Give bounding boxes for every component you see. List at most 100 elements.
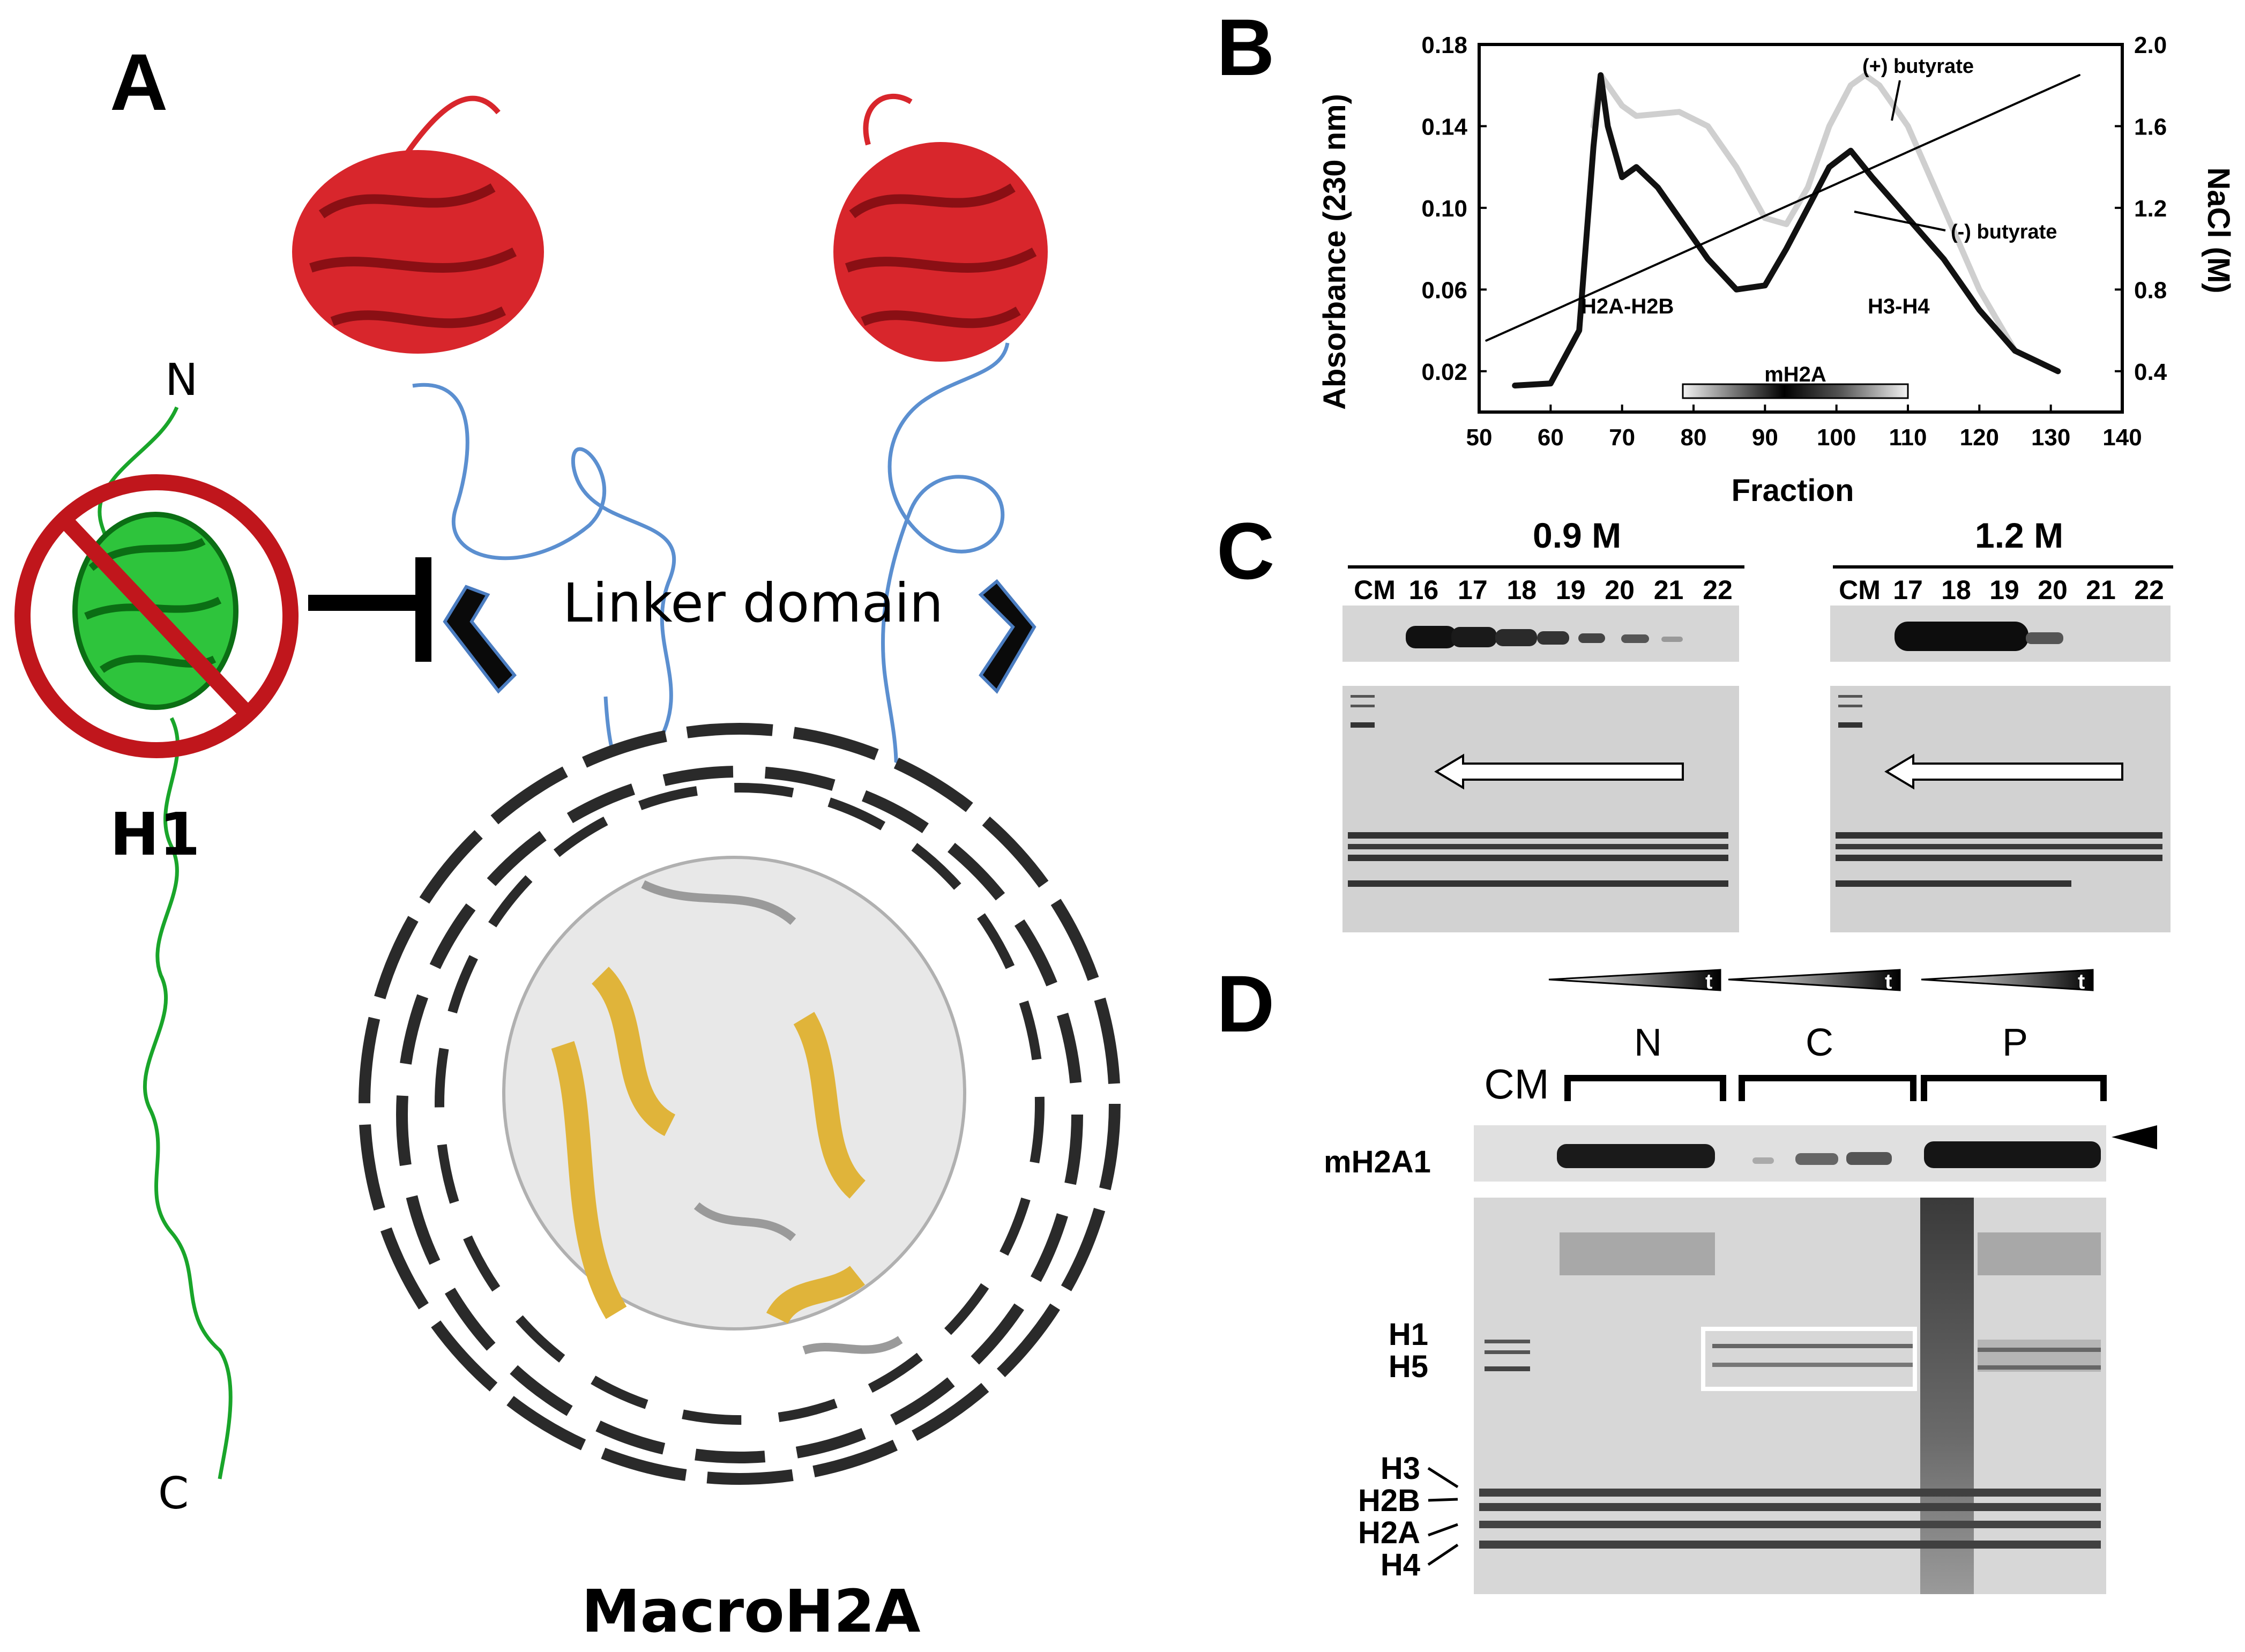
x-tick-label: 60 bbox=[1538, 424, 1564, 451]
wedge-c bbox=[1728, 969, 1901, 991]
x-tick-label: 120 bbox=[1960, 424, 1999, 451]
label-h2a: H2A bbox=[1358, 1515, 1420, 1550]
x-tick-label: 70 bbox=[1609, 424, 1635, 451]
annotation-minus-butyrate: (-) butyrate bbox=[1951, 221, 2057, 243]
y-tick-label: 0.02 bbox=[1421, 359, 1467, 385]
lane-label: 17 bbox=[1893, 575, 1923, 605]
x-tick-label: 50 bbox=[1466, 424, 1493, 451]
bracket-n bbox=[1564, 1075, 1726, 1101]
lane-label: 18 bbox=[1506, 575, 1537, 605]
arrow-left bbox=[443, 585, 517, 694]
lane-label: CM bbox=[1839, 575, 1881, 605]
chart-ylabel: Absorbance (230 nm) bbox=[1317, 94, 1352, 410]
lane-label: 20 bbox=[1605, 575, 1635, 605]
annotation-mh2a: mH2A bbox=[1764, 363, 1826, 386]
wedge-p bbox=[1921, 969, 2094, 991]
panel-b: B 50 60 70 80 90 100 110 120 130 140 0.02 0.06 0.10 0… bbox=[1217, 2, 2236, 508]
label-h4: H4 bbox=[1381, 1548, 1420, 1582]
x-tick-label: 100 bbox=[1817, 424, 1856, 451]
group-n-label: N bbox=[1634, 1021, 1662, 1064]
macroh2a-histone-fold bbox=[551, 967, 866, 1325]
x-tick-label: 110 bbox=[1889, 424, 1927, 451]
group-c-label: C bbox=[1806, 1021, 1833, 1064]
macroh2a-label: MacroH2A bbox=[581, 1577, 920, 1646]
chart-y2label: NaCl (M) bbox=[2201, 167, 2236, 293]
c-left-title: 0.9 M bbox=[1533, 515, 1621, 555]
x-tick-label: 80 bbox=[1681, 424, 1707, 451]
y2-tick-label: 0.8 bbox=[2134, 277, 2167, 303]
linker-domain-label: Linker domain bbox=[563, 572, 943, 634]
wedge-n-t: t bbox=[1705, 970, 1712, 993]
panel-d: D t t t N C P CM mH2A1 bbox=[1217, 959, 2157, 1594]
panel-c: C 0.9 M 1.2 M CM 16 17 18 19 20 21 22 CM 17 18 19 2… bbox=[1217, 506, 2173, 932]
c-terminus-label: C bbox=[158, 1468, 189, 1519]
x-tick-label: 90 bbox=[1752, 424, 1778, 451]
chart-xlabel: Fraction bbox=[1732, 473, 1854, 508]
c-left-gel bbox=[1342, 686, 1739, 932]
bracket-p bbox=[1921, 1075, 2107, 1101]
chart-series bbox=[1485, 72, 2080, 388]
annotation-plus-butyrate: (+) butyrate bbox=[1862, 55, 1974, 78]
panel-a-letter: A bbox=[110, 37, 168, 127]
d-highlight-box bbox=[1701, 1327, 1917, 1391]
c-right-histone-bands bbox=[1836, 832, 2162, 887]
lane-label: 21 bbox=[1654, 575, 1684, 605]
c-left-lane-labels: CM 16 17 18 19 20 21 22 bbox=[1354, 575, 1733, 605]
prohibition-slash bbox=[58, 514, 252, 719]
lane-label: 20 bbox=[2038, 575, 2068, 605]
macro-domain-right bbox=[833, 93, 1048, 362]
lane-label: 19 bbox=[1556, 575, 1586, 605]
cm-label: CM bbox=[1484, 1060, 1549, 1108]
label-h1: H1 bbox=[1389, 1317, 1428, 1352]
wedge-n bbox=[1548, 969, 1721, 991]
c-left-histone-bands bbox=[1348, 832, 1728, 887]
annotation-h2a-h2b: H2A-H2B bbox=[1581, 295, 1674, 318]
chart-frame bbox=[1478, 43, 2124, 414]
d-h1-h5-bands bbox=[1485, 1340, 2101, 1371]
h1-c-tail bbox=[143, 717, 233, 1479]
prohibition-circle bbox=[14, 474, 299, 758]
y-tick-label: 0.06 bbox=[1421, 277, 1467, 303]
linker-right bbox=[877, 342, 1010, 848]
chart-axes: 50 60 70 80 90 100 110 120 130 140 0.02 0.06 0.10 0.1… bbox=[1421, 32, 2167, 451]
series-line-1 bbox=[1590, 72, 2061, 375]
label-h5: H5 bbox=[1389, 1349, 1428, 1384]
h1-label: H1 bbox=[110, 800, 200, 869]
d-upper-bands bbox=[1560, 1232, 2101, 1372]
macro-domain-left bbox=[292, 95, 544, 354]
y2-tick-label: 0.4 bbox=[2134, 359, 2167, 385]
panel-d-letter: D bbox=[1217, 959, 1274, 1049]
d-core-histone-bands bbox=[1479, 1489, 2101, 1549]
annotation-h3-h4: H3-H4 bbox=[1868, 295, 1930, 318]
y-tick-label: 0.10 bbox=[1421, 196, 1467, 222]
lane-label: 22 bbox=[1703, 575, 1733, 605]
bracket-c bbox=[1739, 1075, 1916, 1101]
wedge-p-t: t bbox=[2078, 970, 2085, 993]
mh2a-gradient-bar bbox=[1682, 383, 1909, 399]
mh2a1-label: mH2A1 bbox=[1324, 1145, 1431, 1179]
n-terminus-label: N bbox=[165, 355, 198, 406]
lane-label: 19 bbox=[1989, 575, 2019, 605]
lane-label: 17 bbox=[1458, 575, 1488, 605]
c-right-gel bbox=[1830, 686, 2171, 932]
lane-label: 22 bbox=[2134, 575, 2164, 605]
lane-label: 21 bbox=[2086, 575, 2116, 605]
series-line-2 bbox=[1485, 74, 2080, 342]
lane-label: 18 bbox=[1941, 575, 1971, 605]
x-tick-label: 140 bbox=[2102, 424, 2142, 451]
label-h2b: H2B bbox=[1358, 1483, 1420, 1518]
wedge-c-t: t bbox=[1885, 970, 1892, 993]
label-h3: H3 bbox=[1381, 1451, 1420, 1486]
series-line-0 bbox=[1512, 72, 2061, 388]
panel-b-letter: B bbox=[1217, 2, 1274, 92]
c-left-arrow bbox=[1434, 753, 1684, 790]
y2-tick-label: 2.0 bbox=[2134, 32, 2167, 58]
lane-label: CM bbox=[1354, 575, 1396, 605]
arrow-right bbox=[978, 579, 1036, 694]
c-right-title: 1.2 M bbox=[1975, 515, 2063, 555]
y2-tick-label: 1.6 bbox=[2134, 114, 2167, 140]
c-right-lane-labels: CM 17 18 19 20 21 22 bbox=[1839, 575, 2164, 605]
nucleosome bbox=[359, 723, 1121, 1485]
x-tick-label: 130 bbox=[2031, 424, 2070, 451]
